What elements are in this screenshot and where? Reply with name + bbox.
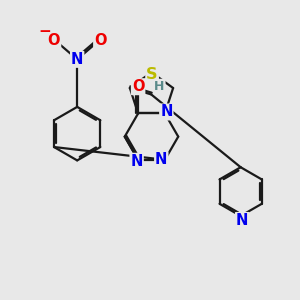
Text: S: S	[146, 67, 158, 82]
Text: N: N	[236, 213, 248, 228]
Text: O: O	[48, 32, 60, 47]
Text: N: N	[130, 154, 143, 169]
Text: N: N	[71, 52, 83, 67]
Text: O: O	[94, 32, 106, 47]
Text: H: H	[154, 80, 165, 93]
Text: −: −	[38, 24, 51, 39]
Text: N: N	[155, 152, 167, 167]
Text: O: O	[132, 79, 144, 94]
Text: N: N	[160, 104, 172, 119]
